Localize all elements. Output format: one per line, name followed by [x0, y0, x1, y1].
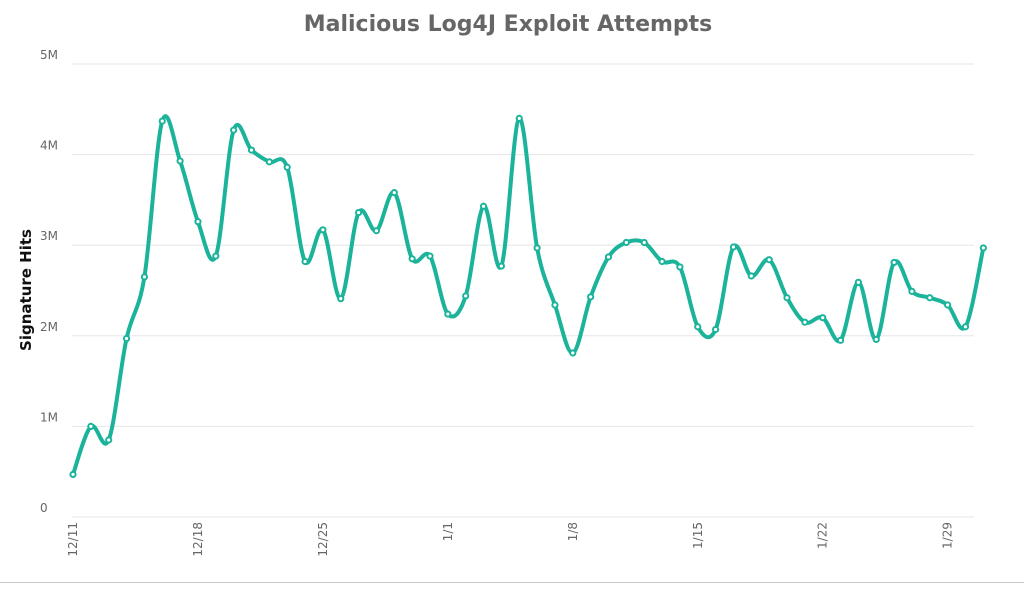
data-point: [926, 294, 934, 302]
data-point: [122, 334, 131, 343]
x-tick-label: 1/1: [441, 522, 455, 541]
x-tick-label: 12/25: [316, 522, 330, 557]
data-point: [426, 252, 434, 260]
x-tick-label: 12/11: [66, 522, 80, 557]
x-tick-label: 1/8: [566, 522, 580, 541]
data-point: [765, 256, 773, 264]
data-point: [87, 422, 95, 430]
data-point: [961, 323, 970, 331]
data-point: [265, 158, 273, 166]
data-point: [622, 238, 630, 247]
data-point: [283, 163, 291, 171]
data-point: [587, 293, 595, 301]
data-point: [836, 336, 845, 344]
data-points: [69, 114, 987, 479]
y-tick-label: 0: [40, 501, 48, 515]
data-point: [140, 273, 148, 281]
data-point: [944, 301, 952, 309]
series-line: [71, 114, 986, 477]
y-tick-label: 5M: [40, 48, 58, 62]
grid-layer: [72, 63, 974, 518]
data-point: [462, 292, 470, 300]
data-point: [301, 257, 309, 266]
data-point: [372, 227, 381, 235]
data-point: [515, 114, 523, 122]
chart-title: Malicious Log4J Exploit Attempts: [303, 12, 713, 37]
data-point: [819, 314, 827, 322]
data-point: [872, 335, 880, 344]
data-point: [640, 238, 648, 247]
data-point: [533, 244, 541, 252]
y-tick-label: 3M: [40, 229, 58, 243]
data-point: [854, 278, 863, 286]
data-point: [444, 310, 452, 318]
bottom-divider: [0, 582, 1024, 583]
x-tick-label: 12/18: [191, 522, 205, 557]
data-point: [712, 325, 720, 334]
y-axis: 0 1M 2M 3M 4M 5M: [40, 48, 58, 515]
x-tick-label: 1/22: [816, 522, 830, 549]
data-point: [676, 263, 684, 271]
x-tick-label: 1/15: [691, 522, 705, 549]
data-point: [908, 287, 916, 296]
y-tick-label: 4M: [40, 139, 58, 153]
data-point: [479, 202, 488, 210]
data-point: [979, 244, 987, 252]
data-point: [408, 255, 416, 263]
data-point: [497, 262, 505, 270]
data-point: [729, 243, 738, 251]
x-tick-label: 1/29: [941, 522, 955, 549]
data-point: [694, 323, 702, 331]
data-point: [801, 318, 809, 326]
data-point: [247, 146, 256, 154]
data-point: [337, 295, 345, 303]
x-axis: 12/11 12/18 12/25 1/1 1/8 1/15 1/22 1/29: [66, 522, 955, 557]
data-point: [105, 436, 113, 444]
data-point: [569, 349, 577, 357]
data-point: [658, 257, 666, 266]
data-point: [69, 470, 77, 479]
data-point: [551, 301, 559, 309]
data-point: [747, 272, 755, 280]
data-point: [158, 117, 166, 125]
data-point: [783, 294, 791, 302]
y-tick-label: 2M: [40, 320, 58, 334]
y-tick-label: 1M: [40, 410, 58, 424]
data-point: [212, 252, 220, 260]
data-point: [176, 157, 184, 165]
data-point: [319, 226, 327, 234]
data-point: [194, 218, 202, 226]
data-point: [355, 208, 363, 217]
data-point: [390, 189, 398, 197]
data-point: [890, 258, 898, 267]
data-point: [230, 126, 238, 134]
data-point: [604, 253, 613, 261]
